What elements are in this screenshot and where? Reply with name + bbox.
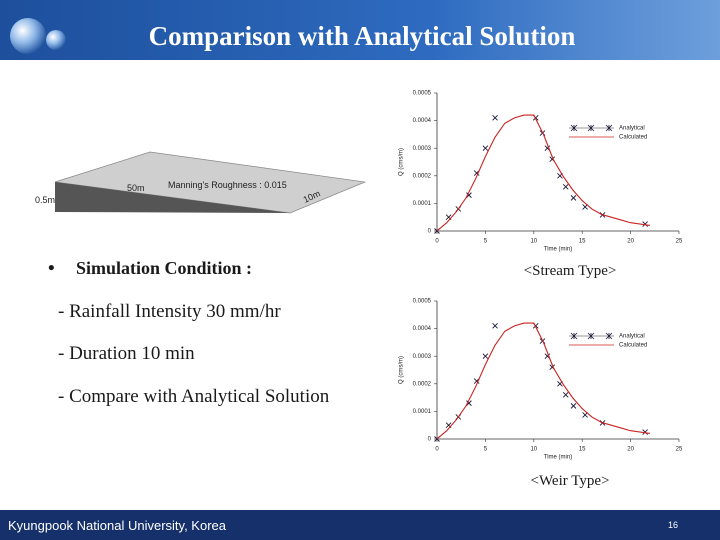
data-marker: [582, 204, 588, 210]
chart-caption: <Weir Type>: [531, 473, 610, 489]
data-marker: [582, 412, 588, 418]
x-tick-label: 5: [484, 239, 488, 245]
x-tick-label: 15: [579, 447, 586, 453]
x-tick-label: 20: [627, 239, 634, 245]
condition-heading: Simulation Condition :: [76, 258, 252, 278]
y-tick-label: 0: [428, 437, 432, 443]
slope-figure: 0.5m 50m Manning's Roughness : 0.015 10m: [35, 151, 367, 214]
data-marker: [492, 323, 498, 329]
y-tick-label: 0.0001: [413, 201, 432, 207]
y-tick-label: 0.0004: [413, 326, 432, 332]
x-tick-label: 0: [435, 447, 439, 453]
condition-item: - Rainfall Intensity 30 mm/hr: [58, 301, 281, 322]
x-tick-label: 15: [579, 239, 586, 245]
data-line: [436, 114, 651, 232]
data-marker: [466, 192, 472, 198]
data-marker: [642, 221, 648, 227]
slide-title: Comparison with Analytical Solution: [149, 21, 576, 51]
x-axis-label: Time (min): [544, 455, 572, 461]
y-tick-label: 0.0002: [413, 173, 432, 179]
y-tick-label: 0: [428, 229, 432, 235]
figure-label: 0.5m: [35, 195, 55, 205]
logo: [10, 18, 46, 54]
data-marker: [482, 145, 489, 152]
y-tick-label: 0.0004: [413, 118, 432, 124]
legend-marker: [605, 124, 613, 132]
data-marker: [466, 400, 472, 406]
x-tick-label: 10: [530, 239, 537, 245]
y-tick-label: 0.0003: [413, 146, 432, 152]
chart: 0 0.0001 0.0002 0.0003 0.0004 0.0005 0 5 10 15 20 2…: [392, 83, 694, 261]
chart-caption: <Stream Type>: [524, 263, 617, 279]
legend-marker: [570, 124, 578, 132]
figure-label: Manning's Roughness : 0.015: [168, 180, 287, 190]
legend-label: Analytical: [619, 334, 645, 340]
y-tick-label: 0.0005: [413, 299, 432, 305]
footer-institution: Kyungpook National University, Korea: [8, 518, 227, 533]
data-marker: [642, 429, 648, 435]
figure-label: 50m: [127, 183, 145, 193]
data-marker: [562, 184, 569, 190]
y-tick-label: 0.0001: [413, 409, 432, 415]
condition-item: - Duration 10 min: [58, 343, 195, 364]
y-axis-label: Q (cms/m): [399, 356, 405, 384]
y-tick-label: 0.0003: [413, 354, 432, 360]
chart: 0 0.0001 0.0002 0.0003 0.0004 0.0005 0 5 10 15 20 2…: [392, 291, 694, 469]
slope-side: [55, 182, 290, 213]
x-tick-label: 0: [435, 239, 439, 245]
legend-label: Calculated: [619, 135, 647, 141]
condition-item: - Compare with Analytical Solution: [58, 386, 330, 407]
legend-marker: [570, 332, 578, 340]
x-axis-label: Time (min): [544, 247, 572, 253]
x-tick-label: 25: [676, 239, 683, 245]
legend-label: Calculated: [619, 343, 647, 349]
footer-bar: [0, 510, 720, 540]
data-marker: [492, 115, 498, 121]
legend-marker: [587, 332, 595, 340]
data-marker: [570, 403, 577, 409]
logo: [46, 30, 66, 50]
bullet: •: [48, 258, 55, 279]
data-line: [436, 322, 651, 440]
legend-marker: [605, 332, 613, 340]
legend-marker: [587, 124, 595, 132]
legend-label: Analytical: [619, 126, 645, 132]
x-tick-label: 5: [484, 447, 488, 453]
x-tick-label: 10: [530, 447, 537, 453]
data-marker: [570, 195, 577, 201]
y-axis-label: Q (cms/m): [399, 148, 405, 176]
x-tick-label: 20: [627, 447, 634, 453]
y-tick-label: 0.0002: [413, 381, 432, 387]
header-bar: [0, 0, 720, 60]
page-number: 16: [668, 520, 678, 530]
data-marker: [562, 392, 569, 398]
data-marker: [482, 353, 489, 360]
x-tick-label: 25: [676, 447, 683, 453]
y-tick-label: 0.0005: [413, 91, 432, 97]
